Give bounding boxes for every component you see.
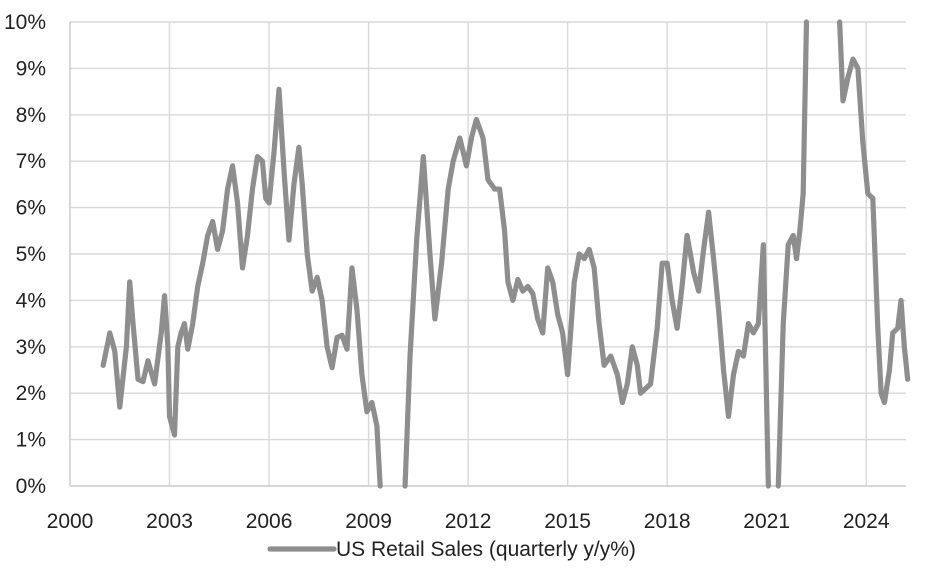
series-line	[402, 116, 771, 489]
x-tick-label: 2021	[743, 510, 790, 533]
y-tick-label: 8%	[16, 104, 46, 127]
y-tick-label: 1%	[16, 429, 46, 452]
x-tick-label: 2012	[445, 510, 492, 533]
series-line	[100, 86, 383, 489]
series-line	[775, 19, 810, 489]
x-tick-label: 2006	[246, 510, 293, 533]
y-tick-label: 5%	[16, 243, 46, 266]
x-tick-label: 2018	[644, 510, 691, 533]
y-tick-label: 10%	[4, 11, 46, 34]
x-tick-label: 2000	[47, 510, 94, 533]
y-tick-label: 9%	[16, 57, 46, 80]
y-tick-label: 3%	[16, 336, 46, 359]
legend: US Retail Sales (quarterly y/y%)	[267, 538, 636, 561]
x-tick-label: 2015	[544, 510, 591, 533]
y-tick-label: 0%	[16, 475, 46, 498]
y-tick-label: 7%	[16, 150, 46, 173]
series-line	[837, 19, 911, 406]
x-tick-label: 2009	[345, 510, 392, 533]
y-tick-label: 6%	[16, 197, 46, 220]
y-tick-label: 2%	[16, 382, 46, 405]
x-tick-label: 2024	[843, 510, 890, 533]
x-axis-ticks: 2000 2003 2006 2009 2012 2015 2018 2021 2024	[47, 510, 890, 533]
legend-label: US Retail Sales (quarterly y/y%)	[336, 538, 636, 561]
x-tick-label: 2003	[146, 510, 193, 533]
y-tick-label: 4%	[16, 289, 46, 312]
data-series	[100, 19, 911, 489]
y-axis-ticks: 0% 1% 2% 3% 4% 5% 6% 7% 8% 9% 10%	[4, 11, 46, 498]
